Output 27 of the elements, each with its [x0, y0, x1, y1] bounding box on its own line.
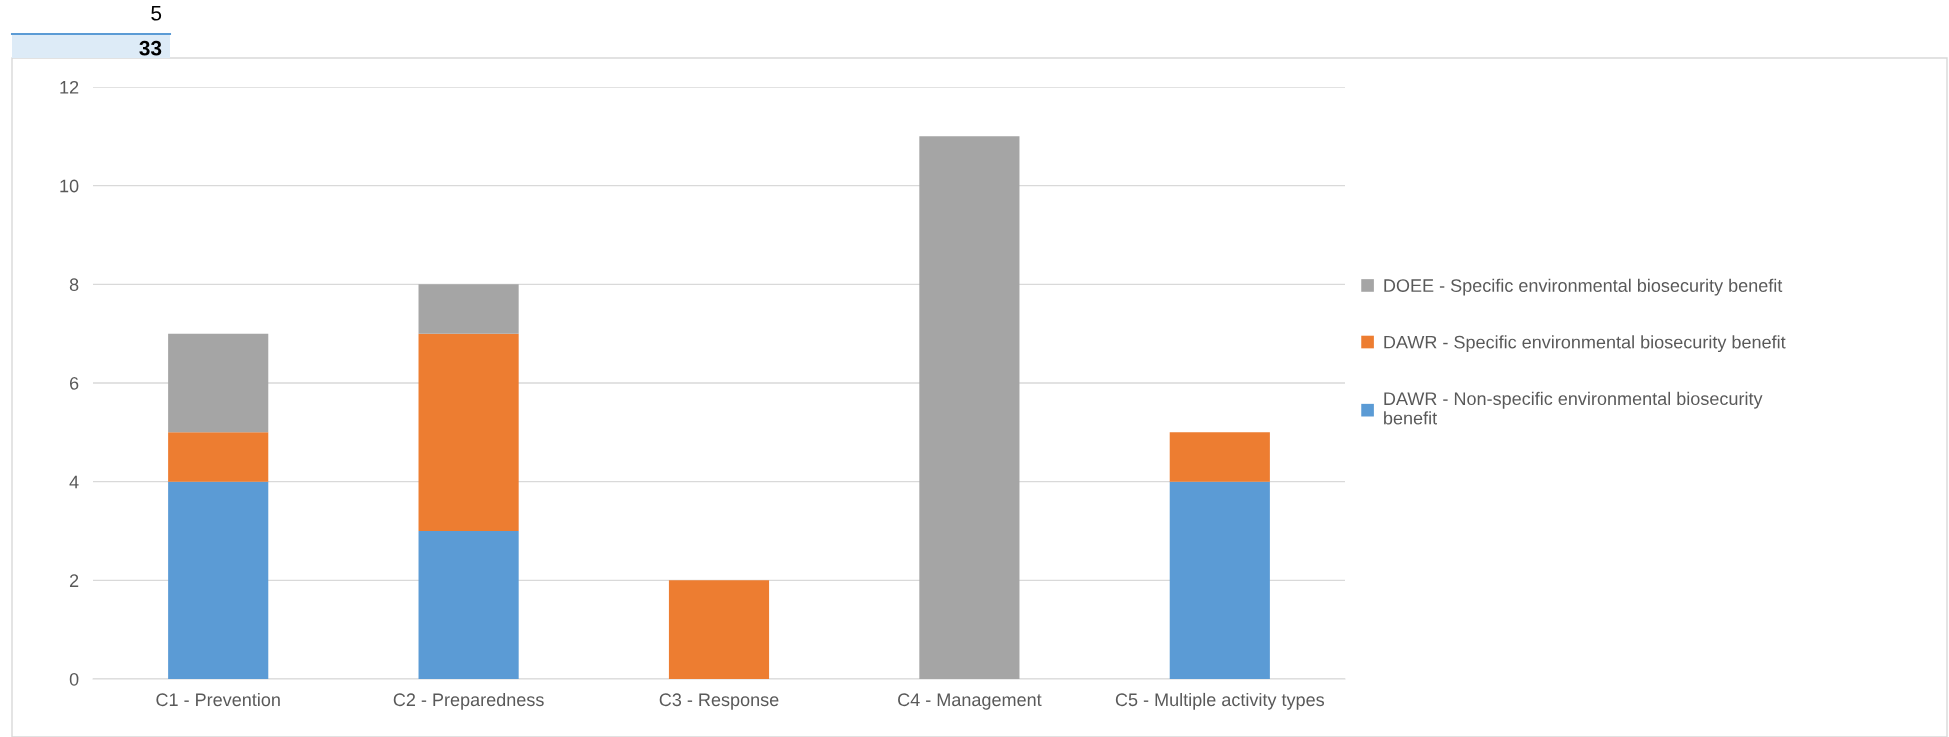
bar — [1169, 481, 1270, 679]
x-tick-label: C4 - Management — [898, 693, 1042, 710]
y-tick-label: 2 — [69, 574, 79, 587]
bar — [418, 531, 519, 679]
x-tick-label: C3 - Response — [659, 693, 779, 710]
legend-label: DAWR - Specific environmental biosecurity benefit — [1384, 335, 1786, 353]
text: 33 — [139, 40, 162, 56]
x-tick-label: C5 - Multiple activity types — [1115, 692, 1325, 710]
y-tick-label: 12 — [60, 80, 79, 94]
y-tick-label: 0 — [69, 672, 79, 686]
text: 5 — [151, 6, 162, 21]
bar — [668, 580, 770, 679]
x-tick-label: C1 - Prevention — [156, 692, 280, 707]
y-tick-label: 8 — [69, 278, 79, 292]
bar — [168, 432, 269, 482]
legend-label: DAWR - Non-specific environmental biosecurity benefit — [1384, 391, 1763, 425]
y-tick-label: 6 — [69, 376, 79, 390]
y-tick-label: 4 — [69, 475, 79, 489]
bar — [418, 333, 519, 531]
x-tick-label: C2 - Preparedness — [393, 692, 544, 710]
bar — [168, 481, 269, 679]
bar — [919, 136, 1020, 679]
bar — [168, 333, 269, 433]
bar — [1169, 432, 1270, 482]
y-tick-label: 10 — [60, 179, 79, 193]
legend-label: DOEE - Specific environmental biosecurity benefit — [1384, 278, 1783, 296]
bar — [418, 284, 519, 334]
